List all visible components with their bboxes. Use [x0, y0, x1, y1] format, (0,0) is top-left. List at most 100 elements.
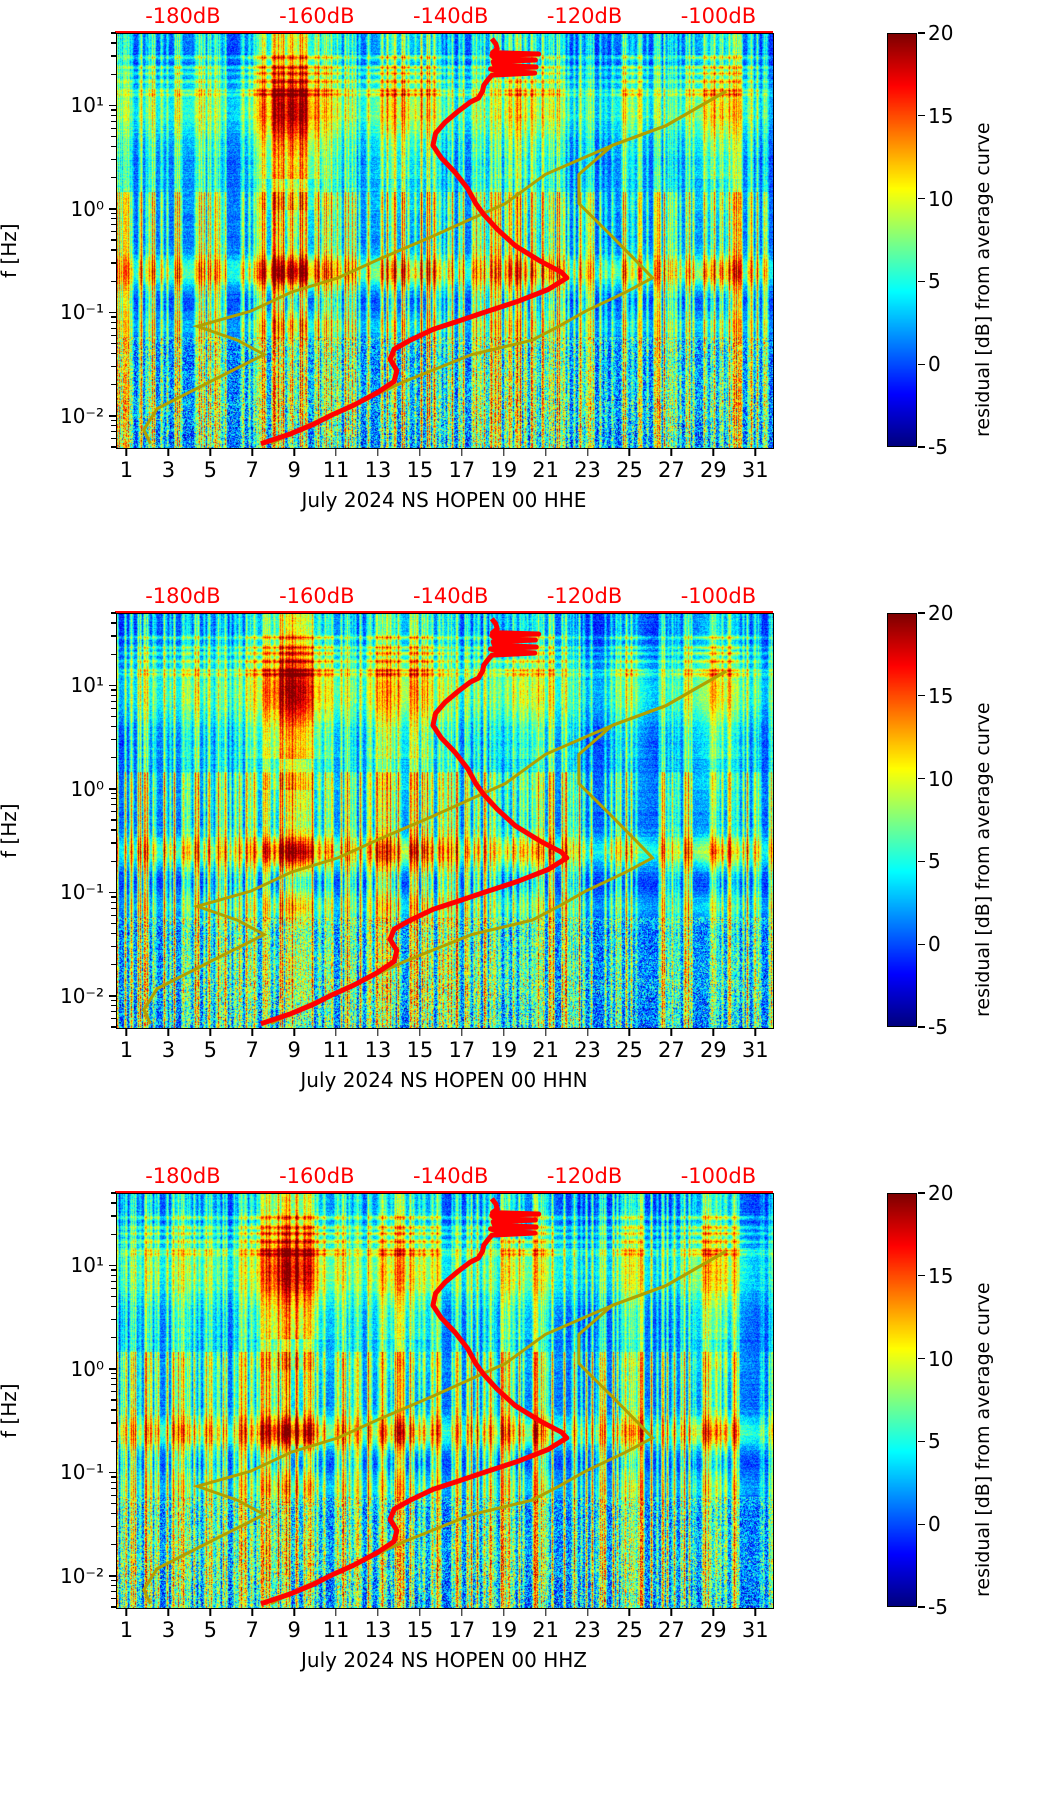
x-axis-tick	[293, 1028, 295, 1036]
x-axis-tick	[670, 448, 673, 456]
y-axis-tick	[109, 311, 116, 314]
y-axis-minor-tick	[111, 158, 116, 161]
x-axis-tick-label: 5	[203, 1618, 217, 1642]
y-axis-minor-tick	[111, 612, 116, 614]
x-axis-tick-label: 7	[245, 1618, 259, 1642]
colorbar-tick	[918, 363, 925, 365]
y-axis-tick-label: 10¹	[70, 673, 104, 698]
x-axis-tick	[209, 1028, 212, 1036]
y-axis-tick	[109, 1575, 116, 1577]
noise-model-high-curve	[270, 669, 727, 1026]
y-axis-minor-tick	[111, 1202, 116, 1204]
y-axis-minor-tick	[111, 999, 116, 1002]
x-axis-tick-label: 11	[322, 1038, 350, 1062]
top-db-axis: -180dB -160dB -140dB -120dB -100dB	[0, 583, 1052, 609]
y-axis-minor-tick	[111, 1544, 116, 1546]
top-db-tick-label: -100dB	[680, 4, 757, 28]
x-axis-tick-label: 21	[532, 1038, 560, 1062]
colorbar-gradient	[888, 1194, 916, 1606]
x-axis-tick-label: 5	[203, 458, 217, 482]
y-axis-minor-tick	[111, 1372, 116, 1375]
colorbar-tick	[918, 1275, 925, 1277]
colorbar-tick-label: 10	[928, 186, 954, 211]
x-axis-tick-label: 19	[490, 1618, 518, 1642]
y-axis-minor-tick	[111, 365, 116, 368]
x-axis-tick	[209, 1608, 212, 1616]
y-axis-minor-tick	[111, 1502, 116, 1505]
x-axis-tick	[712, 1028, 715, 1036]
top-db-tick-label: -140dB	[412, 4, 489, 28]
y-axis-minor-tick	[111, 653, 116, 655]
x-axis-tick-label: 3	[161, 1618, 176, 1642]
top-db-tick-label: -180dB	[145, 1164, 221, 1188]
top-axis-spine	[115, 610, 773, 613]
y-axis-tick	[109, 995, 116, 997]
y-axis-minor-tick	[111, 1399, 116, 1401]
y-axis-minor-tick	[111, 1337, 116, 1339]
colorbar-tick	[918, 446, 925, 448]
top-db-tick-label: -140dB	[412, 584, 489, 608]
y-axis-minor-tick	[111, 419, 116, 422]
y-axis-minor-tick	[111, 1384, 116, 1386]
y-axis-minor-tick	[111, 1579, 116, 1582]
x-axis-tick	[503, 448, 505, 456]
colorbar-tick	[918, 860, 925, 863]
x-axis-tick	[167, 448, 170, 456]
x-axis-tick	[419, 448, 421, 456]
y-axis-minor-tick	[111, 280, 116, 282]
x-axis-tick-label: 19	[490, 1038, 518, 1062]
spectrogram-image	[117, 34, 773, 448]
x-axis-tick	[335, 448, 337, 456]
y-axis-tick-label: 10⁻¹	[59, 880, 104, 905]
y-axis-minor-tick	[111, 316, 116, 318]
y-axis-minor-tick	[111, 431, 116, 433]
x-axis-tick	[419, 1028, 421, 1036]
y-axis-minor-tick	[111, 635, 116, 637]
x-axis-tick	[335, 1608, 337, 1616]
x-axis-tick	[335, 1028, 337, 1036]
y-axis-minor-tick	[111, 819, 116, 821]
y-axis-minor-tick	[111, 55, 116, 57]
x-axis-tick	[628, 448, 631, 456]
y-axis-minor-tick	[111, 342, 116, 345]
x-axis-tick-label: 13	[364, 1038, 392, 1062]
noise-model-high-curve	[270, 1249, 727, 1606]
y-axis-minor-tick	[111, 1525, 116, 1528]
colorbar-tick-label: 5	[928, 1429, 941, 1454]
y-axis-minor-tick	[111, 73, 116, 75]
y-axis-minor-tick	[111, 622, 116, 624]
x-axis-tick	[670, 1608, 673, 1616]
y-axis-tick-label: 10⁻²	[59, 983, 104, 1008]
x-axis-tick	[461, 1028, 463, 1036]
top-db-axis: -180dB -160dB -140dB -120dB -100dB	[0, 3, 1052, 29]
y-axis-minor-tick	[111, 945, 116, 948]
x-axis-tick	[293, 448, 295, 456]
colorbar-tick	[918, 695, 925, 697]
colorbar-tick	[918, 943, 925, 945]
y-axis-tick	[109, 684, 116, 687]
y-axis-minor-tick	[111, 1269, 116, 1271]
y-axis-tick	[109, 208, 116, 210]
x-axis-tick-label: 11	[322, 458, 350, 482]
y-axis-minor-tick	[111, 1215, 116, 1217]
x-axis-tick-label: 7	[245, 458, 259, 482]
x-axis-tick-label: 15	[406, 1618, 434, 1642]
colorbar-tick	[918, 1606, 925, 1608]
y-axis-minor-tick	[111, 1481, 116, 1483]
y-axis-minor-tick	[111, 1598, 116, 1600]
y-axis-minor-tick	[111, 114, 116, 116]
x-axis-tick-label: 15	[406, 1038, 434, 1062]
y-axis-minor-tick	[111, 896, 116, 898]
colorbar-tick-label: 15	[928, 683, 954, 708]
x-axis-tick	[209, 448, 212, 456]
x-axis-tick	[125, 448, 128, 456]
y-axis-tick-label: 10⁻²	[59, 1563, 104, 1588]
colorbar-tick-label: -5	[928, 1595, 948, 1619]
x-axis-tick	[628, 1028, 631, 1036]
y-axis-minor-tick	[111, 1606, 116, 1608]
noise-model-low-curve	[142, 1249, 727, 1605]
y-axis-minor-tick	[111, 914, 116, 916]
y-axis-minor-tick	[111, 1011, 116, 1013]
y-axis-minor-tick	[111, 901, 116, 903]
